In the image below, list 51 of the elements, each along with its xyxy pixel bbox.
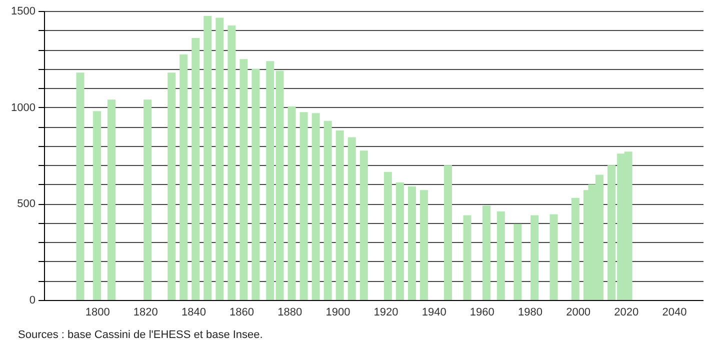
bar — [360, 150, 368, 300]
x-tick-label: 1800 — [85, 306, 110, 318]
x-tick-label: 1940 — [422, 306, 446, 318]
bar — [496, 211, 505, 300]
x-tick-label: 1860 — [230, 306, 254, 318]
x-tick-label: 1900 — [326, 306, 350, 318]
y-tick-label: 500 — [17, 198, 36, 210]
bar — [204, 16, 212, 300]
bar — [550, 214, 558, 300]
bar — [107, 100, 116, 300]
bar — [444, 165, 452, 300]
y-tick-label: 0 — [29, 294, 36, 306]
bar — [93, 111, 102, 300]
bar — [144, 100, 152, 300]
bar — [240, 59, 248, 300]
bar — [300, 112, 308, 300]
bar — [192, 38, 200, 300]
bar — [571, 198, 580, 300]
bar — [288, 106, 296, 300]
bar — [324, 120, 332, 300]
bar — [336, 130, 344, 300]
bar — [312, 113, 320, 300]
x-tick-label: 1960 — [470, 306, 494, 318]
bar — [76, 72, 84, 300]
y-tick-label: 1500 — [11, 6, 36, 18]
bar — [252, 68, 260, 300]
x-tick-label: 2020 — [614, 306, 639, 318]
bar — [180, 54, 188, 300]
y-tick-label: 1000 — [11, 102, 36, 114]
x-tick-label: 1980 — [518, 306, 542, 318]
x-tick-label: 1840 — [181, 306, 206, 318]
source-note: Sources : base Cassini de l'EHESS et base Insee. — [18, 329, 263, 340]
bar — [216, 18, 224, 300]
bar — [228, 25, 236, 300]
bar — [530, 215, 539, 300]
x-tick-label: 1920 — [374, 306, 398, 318]
x-tick-label: 2000 — [566, 306, 591, 318]
x-tick-label: 1820 — [133, 306, 158, 318]
bar — [514, 224, 522, 300]
bar — [276, 70, 284, 300]
x-tick-label: 2040 — [662, 306, 687, 318]
bar — [482, 206, 490, 300]
bar — [348, 137, 356, 300]
bar — [396, 182, 404, 300]
bar — [384, 172, 392, 300]
bar — [420, 190, 428, 300]
bar — [266, 61, 274, 300]
bar — [168, 72, 176, 300]
bar — [463, 215, 472, 300]
bar — [408, 186, 416, 300]
x-tick-label: 1880 — [278, 306, 302, 318]
